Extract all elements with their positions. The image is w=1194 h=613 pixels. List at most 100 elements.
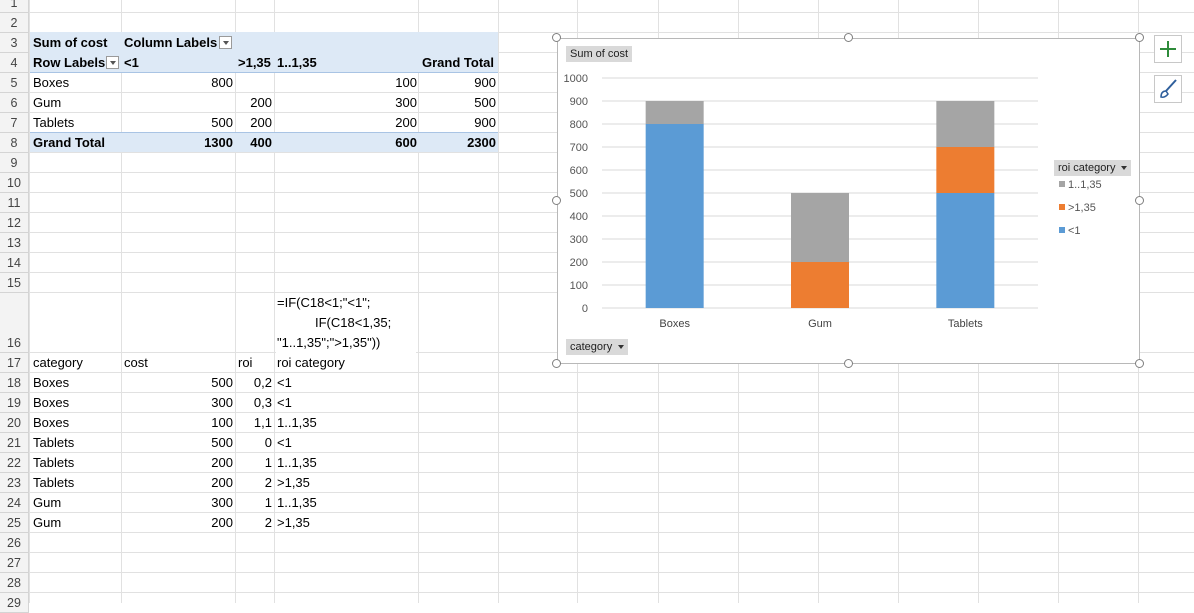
resize-handle[interactable] bbox=[844, 359, 853, 368]
value-field-button[interactable]: Sum of cost bbox=[566, 46, 633, 62]
data-cell[interactable]: 1 bbox=[264, 455, 272, 470]
data-cell[interactable]: Gum bbox=[33, 495, 62, 510]
legend-entry[interactable]: 1..1,35 bbox=[1068, 179, 1102, 191]
pivot-cell[interactable] bbox=[124, 93, 233, 113]
row-header[interactable]: 27 bbox=[0, 553, 29, 573]
legend-entry[interactable]: <1 bbox=[1068, 225, 1081, 237]
chart-elements-button[interactable] bbox=[1154, 35, 1182, 63]
row-header[interactable]: 25 bbox=[0, 513, 29, 533]
row-header[interactable]: 20 bbox=[0, 413, 29, 433]
row-header[interactable]: 3 bbox=[0, 33, 29, 53]
pivot-cell[interactable]: 800 bbox=[211, 75, 233, 90]
data-cell[interactable]: 0,2 bbox=[253, 375, 272, 390]
data-cell[interactable]: 1..1,35 bbox=[277, 495, 317, 510]
row-header[interactable]: 24 bbox=[0, 493, 29, 513]
row-header[interactable]: 4 bbox=[0, 53, 29, 73]
header-cost[interactable]: cost bbox=[124, 355, 148, 370]
legend-entry[interactable]: >1,35 bbox=[1068, 202, 1096, 214]
row-header[interactable]: 18 bbox=[0, 373, 29, 393]
data-cell[interactable]: 1 bbox=[264, 495, 272, 510]
row-header[interactable]: 6 bbox=[0, 93, 29, 113]
row-header[interactable]: 7 bbox=[0, 113, 29, 133]
header-roi[interactable]: roi bbox=[238, 355, 253, 370]
resize-handle[interactable] bbox=[552, 196, 561, 205]
data-cell[interactable]: Gum bbox=[33, 515, 62, 530]
resize-handle[interactable] bbox=[844, 33, 853, 42]
row-header[interactable]: 26 bbox=[0, 533, 29, 553]
bar-segment[interactable] bbox=[936, 193, 995, 308]
row-header[interactable]: 15 bbox=[0, 273, 29, 293]
row-header[interactable]: 23 bbox=[0, 473, 29, 493]
pivot-cell[interactable]: 100 bbox=[395, 75, 417, 90]
resize-handle[interactable] bbox=[1135, 359, 1144, 368]
data-cell[interactable]: 500 bbox=[211, 435, 233, 450]
bar-segment[interactable] bbox=[645, 124, 704, 308]
legend-field-button[interactable]: roi category bbox=[1054, 160, 1132, 176]
data-cell[interactable]: Tablets bbox=[33, 475, 75, 490]
row-header[interactable]: 9 bbox=[0, 153, 29, 173]
pivot-column-labels[interactable]: Column Labels bbox=[124, 35, 218, 50]
data-cell[interactable]: 2 bbox=[264, 515, 272, 530]
pivot-row-label[interactable]: Gum bbox=[33, 95, 62, 110]
pivot-grand-label[interactable]: Grand Total bbox=[33, 135, 105, 150]
pivot-cell[interactable]: 200 bbox=[250, 115, 272, 130]
pivot-chart[interactable]: Sum of cost category roi category 0 100 20… bbox=[557, 38, 1140, 364]
bar-segment[interactable] bbox=[791, 262, 849, 308]
pivot-col-grand[interactable]: Grand Total bbox=[422, 55, 494, 70]
pivot-cell[interactable] bbox=[238, 73, 272, 93]
data-cell[interactable]: 2 bbox=[264, 475, 272, 490]
bar-segment[interactable] bbox=[645, 101, 704, 124]
row-header[interactable]: 11 bbox=[0, 193, 29, 213]
resize-handle[interactable] bbox=[1135, 33, 1144, 42]
row-header[interactable]: 13 bbox=[0, 233, 29, 253]
data-cell[interactable]: Boxes bbox=[33, 395, 70, 410]
data-cell[interactable]: Boxes bbox=[33, 375, 70, 390]
bar-segment[interactable] bbox=[936, 147, 995, 193]
data-cell[interactable]: 300 bbox=[211, 395, 233, 410]
row-header[interactable]: 14 bbox=[0, 253, 29, 273]
pivot-cell[interactable]: 200 bbox=[395, 115, 417, 130]
pivot-row-label[interactable]: Tablets bbox=[33, 115, 75, 130]
row-header[interactable]: 10 bbox=[0, 173, 29, 193]
pivot-grand-cell[interactable]: 2300 bbox=[467, 135, 496, 150]
row-header[interactable]: 21 bbox=[0, 433, 29, 453]
resize-handle[interactable] bbox=[1135, 196, 1144, 205]
data-cell[interactable]: <1 bbox=[277, 395, 292, 410]
data-cell[interactable]: >1,35 bbox=[277, 515, 310, 530]
pivot-grand-cell[interactable]: 600 bbox=[395, 135, 417, 150]
data-cell[interactable]: 300 bbox=[211, 495, 233, 510]
data-cell[interactable]: 1..1,35 bbox=[277, 415, 317, 430]
data-cell[interactable]: 100 bbox=[211, 415, 233, 430]
data-cell[interactable]: Tablets bbox=[33, 435, 75, 450]
pivot-col-mid[interactable]: 1..1,35 bbox=[277, 55, 317, 70]
row-header[interactable]: 29 bbox=[0, 593, 29, 613]
header-category[interactable]: category bbox=[33, 355, 83, 370]
bar-segment[interactable] bbox=[936, 101, 995, 147]
pivot-grand-cell[interactable]: 400 bbox=[250, 135, 272, 150]
chart-styles-button[interactable] bbox=[1154, 75, 1182, 103]
row-header[interactable]: 19 bbox=[0, 393, 29, 413]
pivot-row-labels[interactable]: Row Labels bbox=[33, 55, 106, 70]
data-cell[interactable]: 0,3 bbox=[253, 395, 272, 410]
row-header[interactable]: 5 bbox=[0, 73, 29, 93]
resize-handle[interactable] bbox=[552, 359, 561, 368]
pivot-col-gt[interactable]: >1,35 bbox=[238, 55, 271, 70]
data-cell[interactable]: 0 bbox=[264, 435, 272, 450]
pivot-cell[interactable]: 200 bbox=[250, 95, 272, 110]
data-cell[interactable]: <1 bbox=[277, 435, 292, 450]
pivot-row-label[interactable]: Boxes bbox=[33, 75, 70, 90]
pivot-col-lt1[interactable]: <1 bbox=[124, 55, 139, 70]
data-cell[interactable]: <1 bbox=[277, 375, 292, 390]
bar-segment[interactable] bbox=[791, 193, 849, 262]
row-header[interactable]: 17 bbox=[0, 353, 29, 373]
resize-handle[interactable] bbox=[552, 33, 561, 42]
data-cell[interactable]: 200 bbox=[211, 515, 233, 530]
row-header[interactable]: 22 bbox=[0, 453, 29, 473]
header-roi-category[interactable]: roi category bbox=[277, 355, 345, 370]
row-header[interactable]: 8 bbox=[0, 133, 29, 153]
pivot-cell[interactable]: 900 bbox=[474, 75, 496, 90]
data-cell[interactable]: >1,35 bbox=[277, 475, 310, 490]
pivot-grand-cell[interactable]: 1300 bbox=[204, 135, 233, 150]
pivot-cell[interactable]: 900 bbox=[474, 115, 496, 130]
row-header[interactable]: 28 bbox=[0, 573, 29, 593]
